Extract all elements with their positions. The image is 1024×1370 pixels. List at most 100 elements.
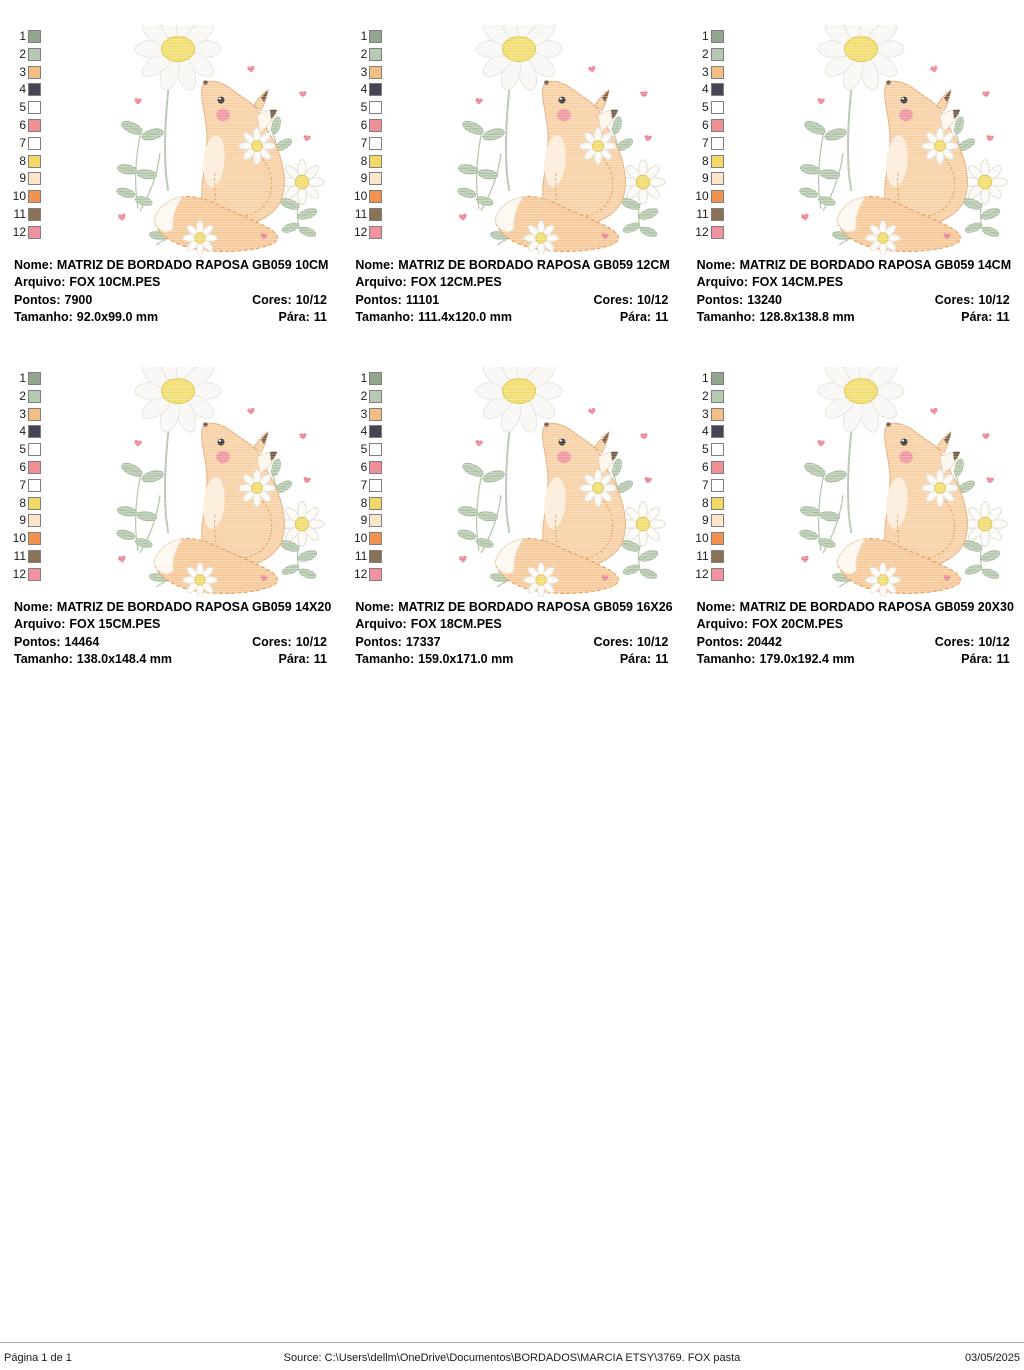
design-file-line: Arquivo: FOX 18CM.PES (355, 616, 668, 633)
palette-number: 5 (360, 442, 368, 457)
palette-row: 7 (683, 136, 724, 150)
palette-row: 6 (341, 459, 383, 474)
palette-swatch (710, 136, 724, 150)
palette-row: 3 (683, 64, 724, 79)
palette-number: 3 (19, 64, 26, 79)
design-info: Nome: MATRIZ DE BORDADO RAPOSA GB059 16X2… (355, 599, 672, 668)
palette-row: 3 (0, 64, 41, 79)
design-size: Tamanho: 138.0x148.4 mm (14, 651, 173, 666)
palette-row: 10 (0, 189, 41, 204)
palette-swatch (28, 372, 41, 385)
palette-swatch (28, 118, 41, 132)
thread-color-palette: 1 2 3 4 5 6 7 8 9 10 11 12 (683, 372, 724, 586)
palette-row: 7 (341, 477, 383, 492)
palette-row: 8 (683, 496, 724, 510)
palette-number: 8 (360, 495, 368, 510)
design-name: MATRIZ DE BORDADO RAPOSA GB059 20X30 (739, 600, 1014, 614)
palette-swatch (369, 225, 383, 239)
file-name: FOX 12CM.PES (410, 275, 502, 290)
palette-swatch (28, 460, 41, 474)
color-count: Cores: 10/12 (593, 634, 669, 649)
palette-swatch (369, 190, 383, 204)
palette-row: 3 (683, 407, 724, 421)
palette-row: 11 (683, 549, 724, 563)
palette-swatch (28, 136, 41, 150)
nome-label: Nome: (355, 258, 395, 272)
palette-row: 7 (341, 136, 383, 150)
palette-row: 11 (683, 207, 724, 221)
design-card: 1 2 3 4 5 6 7 8 9 10 11 12 Nome: MATRIZ DE BORDADO R… (683, 0, 1024, 342)
palette-row: 1 (341, 372, 383, 385)
design-info: Nome: MATRIZ DE BORDADO RAPOSA GB059 20X3… (696, 599, 1014, 668)
palette-number: 3 (701, 64, 709, 79)
palette-swatch (28, 425, 41, 439)
palette-swatch (710, 389, 724, 403)
design-file-line: Arquivo: FOX 14CM.PES (697, 274, 1010, 291)
file-name: FOX 10CM.PES (69, 275, 161, 290)
design-file-line: Arquivo: FOX 12CM.PES (355, 274, 668, 291)
palette-number: 4 (701, 424, 709, 439)
design-name: MATRIZ DE BORDADO RAPOSA GB059 16X26 (398, 600, 673, 614)
palette-row: 9 (341, 513, 383, 528)
palette-swatch (710, 549, 724, 563)
stop-count: Pára: 11 (619, 309, 669, 324)
palette-row: 4 (683, 424, 724, 439)
color-count: Cores: 10/12 (593, 292, 669, 307)
palette-row: 3 (341, 65, 383, 79)
palette-row: 9 (0, 172, 41, 186)
design-card: 1 2 3 4 5 6 7 8 9 10 11 12 Nome: MATRIZ DE BORDADO R… (0, 0, 341, 342)
design-name-line: Nome: MATRIZ DE BORDADO RAPOSA GB059 14X2… (14, 599, 331, 616)
palette-swatch (369, 567, 383, 581)
stitch-count: Pontos: 13240 (696, 292, 782, 307)
palette-number: 2 (19, 46, 26, 61)
palette-swatch (28, 30, 41, 43)
palette-number: 11 (354, 548, 368, 563)
palette-row: 5 (0, 100, 41, 115)
nome-label: Nome: (696, 600, 736, 614)
page-footer: Página 1 de 1 Source: C:\Users\dellm\One… (0, 1350, 1024, 1366)
palette-number: 4 (19, 82, 26, 97)
palette-number: 6 (701, 459, 709, 474)
arquivo-label: Arquivo: (14, 275, 66, 290)
palette-row: 10 (683, 190, 724, 204)
color-count: Cores: 10/12 (934, 292, 1010, 307)
palette-swatch (28, 567, 41, 581)
palette-row: 9 (683, 172, 724, 186)
footer-page-number: Página 1 de 1 (4, 1352, 72, 1364)
palette-number: 5 (19, 100, 26, 115)
palette-number: 7 (360, 477, 368, 492)
footer-date: 03/05/2025 (964, 1352, 1020, 1364)
palette-number: 11 (354, 206, 368, 221)
palette-number: 6 (360, 459, 368, 474)
palette-number: 9 (360, 513, 368, 528)
palette-number: 8 (19, 495, 26, 510)
design-size: Tamanho: 92.0x99.0 mm (14, 309, 159, 324)
palette-number: 10 (353, 189, 368, 204)
palette-swatch (710, 425, 724, 439)
design-size: Tamanho: 111.4x120.0 mm (355, 309, 512, 324)
palette-swatch (369, 425, 383, 439)
palette-row: 1 (0, 372, 41, 385)
design-card: 1 2 3 4 5 6 7 8 9 10 11 12 Nome: MATRIZ DE BORDADO R… (341, 342, 682, 684)
fox-embroidery-artwork (451, 25, 681, 255)
palette-row: 4 (341, 425, 383, 439)
design-card: 1 2 3 4 5 6 7 8 9 10 11 12 Nome: MATRIZ DE BORDADO R… (683, 342, 1024, 684)
arquivo-label: Arquivo: (355, 617, 407, 632)
palette-number: 2 (19, 388, 26, 403)
palette-number: 10 (12, 189, 26, 204)
palette-number: 5 (360, 100, 368, 115)
palette-row: 7 (683, 478, 724, 492)
palette-number: 11 (13, 548, 26, 563)
palette-swatch (710, 532, 724, 546)
palette-swatch (369, 65, 383, 79)
palette-number: 5 (19, 442, 26, 457)
stop-count: Pára: 11 (961, 309, 1010, 324)
palette-row: 5 (683, 443, 724, 457)
palette-row: 12 (341, 225, 383, 239)
palette-row: 12 (0, 225, 41, 239)
palette-swatch (710, 83, 724, 97)
thread-color-palette: 1 2 3 4 5 6 7 8 9 10 11 12 (0, 372, 41, 586)
palette-row: 8 (341, 154, 383, 168)
palette-swatch (369, 478, 383, 492)
palette-row: 5 (683, 101, 724, 115)
